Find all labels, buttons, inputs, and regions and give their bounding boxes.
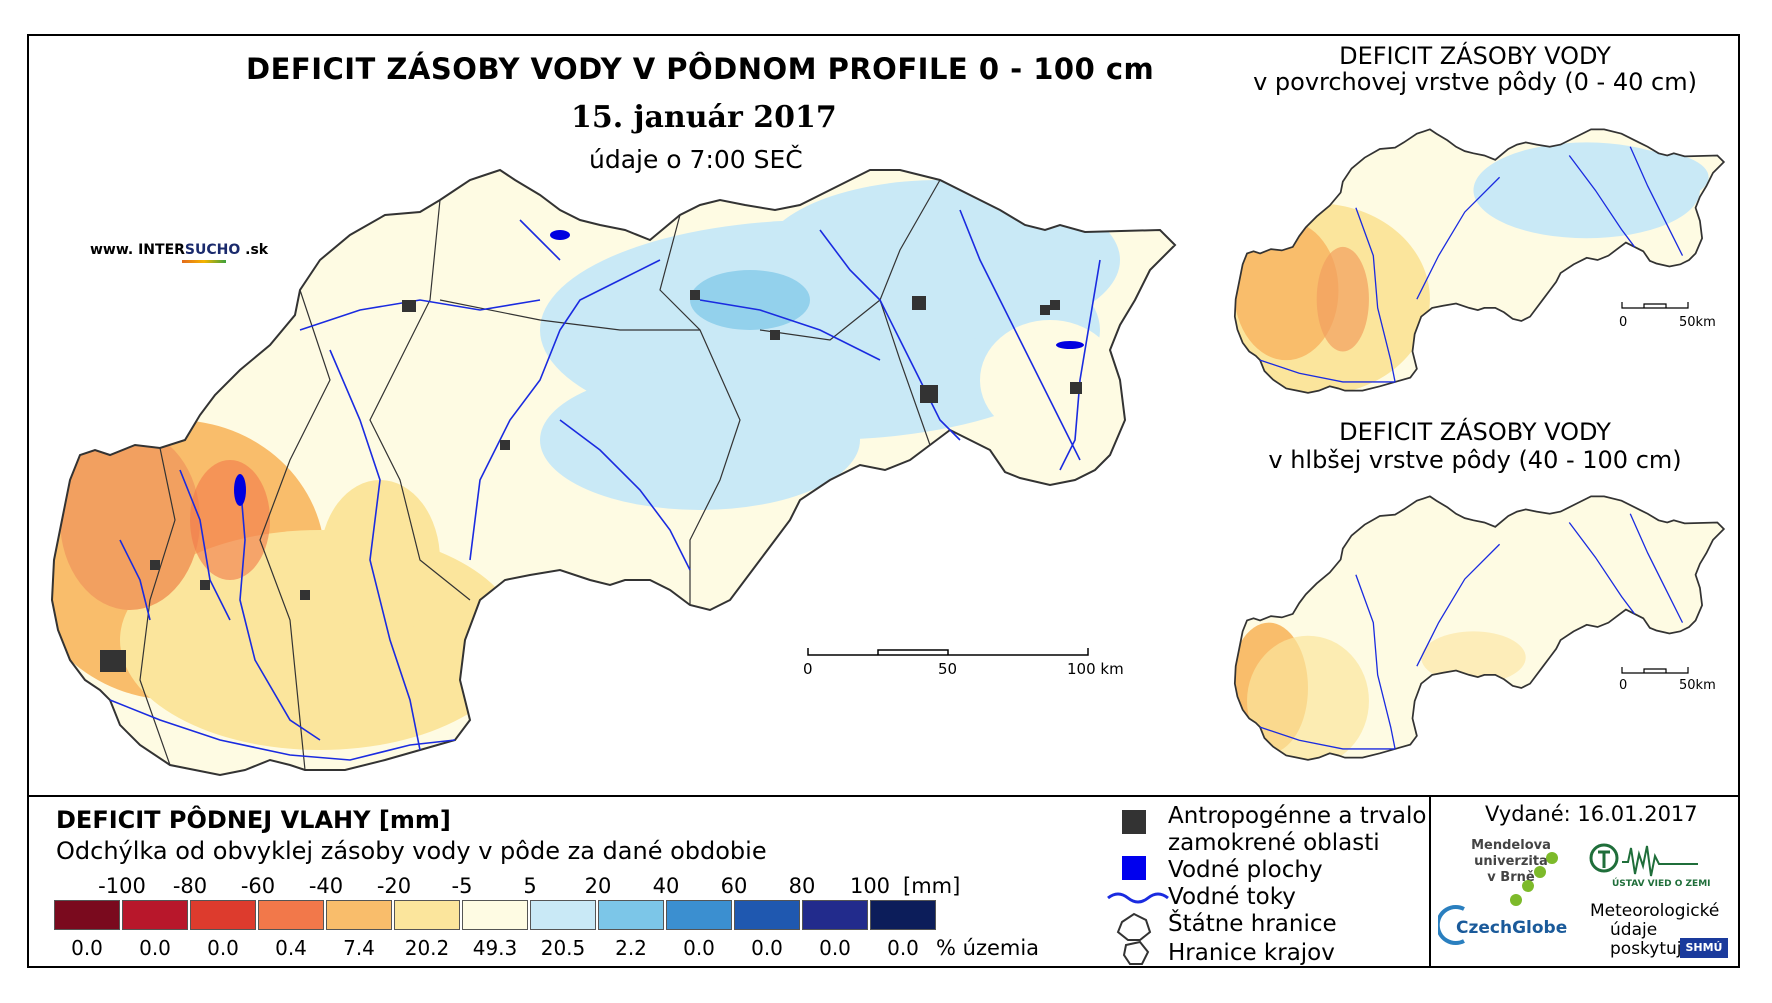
legend-color-swatch <box>734 900 800 930</box>
meteo-provider-text: Meteorologické údaje poskytuje: <box>1590 902 1719 959</box>
czechglobe-logo-icon <box>1438 905 1465 945</box>
symbols-legend <box>1107 810 1169 965</box>
legend-unit: [mm] <box>903 874 961 898</box>
region-border-icon <box>1122 940 1150 965</box>
legend-rivers: Vodné toky <box>1168 884 1296 910</box>
legend-percent-value: 0.0 <box>139 936 171 960</box>
issued-date: Vydané: 16.01.2017 <box>1485 802 1698 826</box>
czechglobe-logo-text: CzechGlobe <box>1456 918 1568 938</box>
anthropogenic-swatch <box>1122 810 1146 834</box>
legend-color-swatch <box>122 900 188 930</box>
legend-percent-value: 49.3 <box>472 936 518 960</box>
inset-top-title-line2: v povrchovej vrstve pôdy (0 - 40 cm) <box>1253 68 1697 96</box>
legend-color-swatch <box>802 900 868 930</box>
map-frame <box>27 34 1740 968</box>
info-divider <box>1429 795 1431 968</box>
legend-color-swatch <box>666 900 732 930</box>
legend-color-swatch <box>462 900 528 930</box>
legend-percent-value: 0.0 <box>751 936 783 960</box>
legend-scale-label: 5 <box>523 874 537 898</box>
legend-color-swatch <box>326 900 392 930</box>
main-date: 15. január 2017 <box>571 100 837 135</box>
intersucho-brand: www. INTERSUCHO .sk <box>90 242 269 263</box>
mendel-logo-text: Mendelova univerzita v Brně <box>1466 838 1556 886</box>
shmu-logo: SHMÚ <box>1680 938 1728 958</box>
legend-color-swatch <box>54 900 120 930</box>
legend-percent-value: 0.0 <box>207 936 239 960</box>
legend-scale-label: -5 <box>451 874 473 898</box>
water-body-swatch <box>1122 856 1146 880</box>
legend-scale-label: -100 <box>98 874 146 898</box>
legend-percent-value: 0.0 <box>71 936 103 960</box>
legend-color-swatch <box>870 900 936 930</box>
legend-anthropogenic-line2: zamokrené oblasti <box>1168 830 1380 856</box>
legend-percent-value: 7.4 <box>343 936 375 960</box>
shmu-logo-text: SHMÚ <box>1685 941 1723 954</box>
meteo-line1: Meteorologické <box>1590 901 1720 921</box>
legend-color-swatch <box>190 900 256 930</box>
inset-bottom-title-line2: v hlbšej vrstve pôdy (40 - 100 cm) <box>1268 446 1682 474</box>
legend-scale-label: 40 <box>652 874 680 898</box>
legend-color-swatch <box>394 900 460 930</box>
legend-anthropogenic-line1: Antropogénne a trvalo <box>1168 803 1427 829</box>
mendel-dots-icon <box>1510 852 1558 906</box>
legend-scale-label: -40 <box>308 874 344 898</box>
brand-suffix: .sk <box>240 242 269 258</box>
legend-percent-value: 0.0 <box>819 936 851 960</box>
legend-color-swatch <box>258 900 324 930</box>
ustav-logo-text: ÚSTAV VIED O ZEMI <box>1612 879 1711 889</box>
inset-top-title-line1: DEFICIT ZÁSOBY VODY <box>1339 42 1611 70</box>
mendel-line2: univerzita <box>1474 854 1548 869</box>
legend-scale-label: 100 <box>849 874 891 898</box>
main-scale-label-50: 50 <box>938 660 958 678</box>
legend-water-bodies: Vodné plochy <box>1168 857 1323 883</box>
main-title: DEFICIT ZÁSOBY VODY V PÔDNOM PROFILE 0 -… <box>246 52 1155 86</box>
inset-top-scale-0: 0 <box>1619 315 1628 330</box>
state-border-icon <box>1116 912 1152 941</box>
inset-bottom-scale-0: 0 <box>1619 678 1628 693</box>
inset-bottom-scalebar <box>1621 667 1689 674</box>
legend-percent-value: 2.2 <box>615 936 647 960</box>
legend-percent-value: 0.0 <box>887 936 919 960</box>
legend-scale-label: 20 <box>584 874 612 898</box>
meteo-line2: údaje <box>1610 920 1658 940</box>
ustav-logo-icon <box>1589 843 1698 877</box>
legend-scale-label: -20 <box>376 874 412 898</box>
legend-scale-label: 80 <box>788 874 816 898</box>
inset-bottom-map <box>1233 495 1726 761</box>
inset-top-scale-50: 50km <box>1679 315 1716 330</box>
mendel-line1: Mendelova <box>1471 838 1551 853</box>
main-scale-label-0: 0 <box>803 660 813 678</box>
legend-color-swatch <box>598 900 664 930</box>
legend-scale-label: -80 <box>172 874 208 898</box>
legend-title: DEFICIT PÔDNEJ VLAHY [mm] <box>56 806 451 834</box>
meteo-line3: poskytuje: <box>1610 939 1698 959</box>
legend-scale-label: 60 <box>720 874 748 898</box>
inset-bottom-scale-50: 50km <box>1679 678 1716 693</box>
legend-state-border: Štátne hranice <box>1168 911 1337 937</box>
legend-percent-value: 0.0 <box>683 936 715 960</box>
river-icon <box>1107 892 1169 904</box>
brand-highlight: SUCHO <box>184 242 241 258</box>
main-time-note: údaje o 7:00 SEČ <box>589 145 803 174</box>
legend-subtitle: Odchýlka od obvyklej zásoby vody v pôde … <box>56 837 767 865</box>
legend-region-border: Hranice krajov <box>1168 940 1335 966</box>
inset-top-scalebar <box>1621 302 1689 309</box>
brand-prefix: www. INTER <box>90 242 185 258</box>
brand-underline <box>182 260 226 263</box>
legend-scale-label: -60 <box>240 874 276 898</box>
inset-bottom-title-line1: DEFICIT ZÁSOBY VODY <box>1339 418 1611 446</box>
main-scale-label-100: 100 km <box>1067 660 1124 678</box>
legend-percent-value: 0.4 <box>275 936 307 960</box>
mendel-line3: v Brně <box>1487 870 1535 885</box>
legend-divider <box>27 795 1740 797</box>
inset-top-map <box>1233 128 1726 394</box>
legend-percent-value: 20.5 <box>540 936 586 960</box>
legend-color-swatch <box>530 900 596 930</box>
legend-percent-label: % územia <box>936 936 1040 960</box>
legend-percent-value: 20.2 <box>404 936 450 960</box>
